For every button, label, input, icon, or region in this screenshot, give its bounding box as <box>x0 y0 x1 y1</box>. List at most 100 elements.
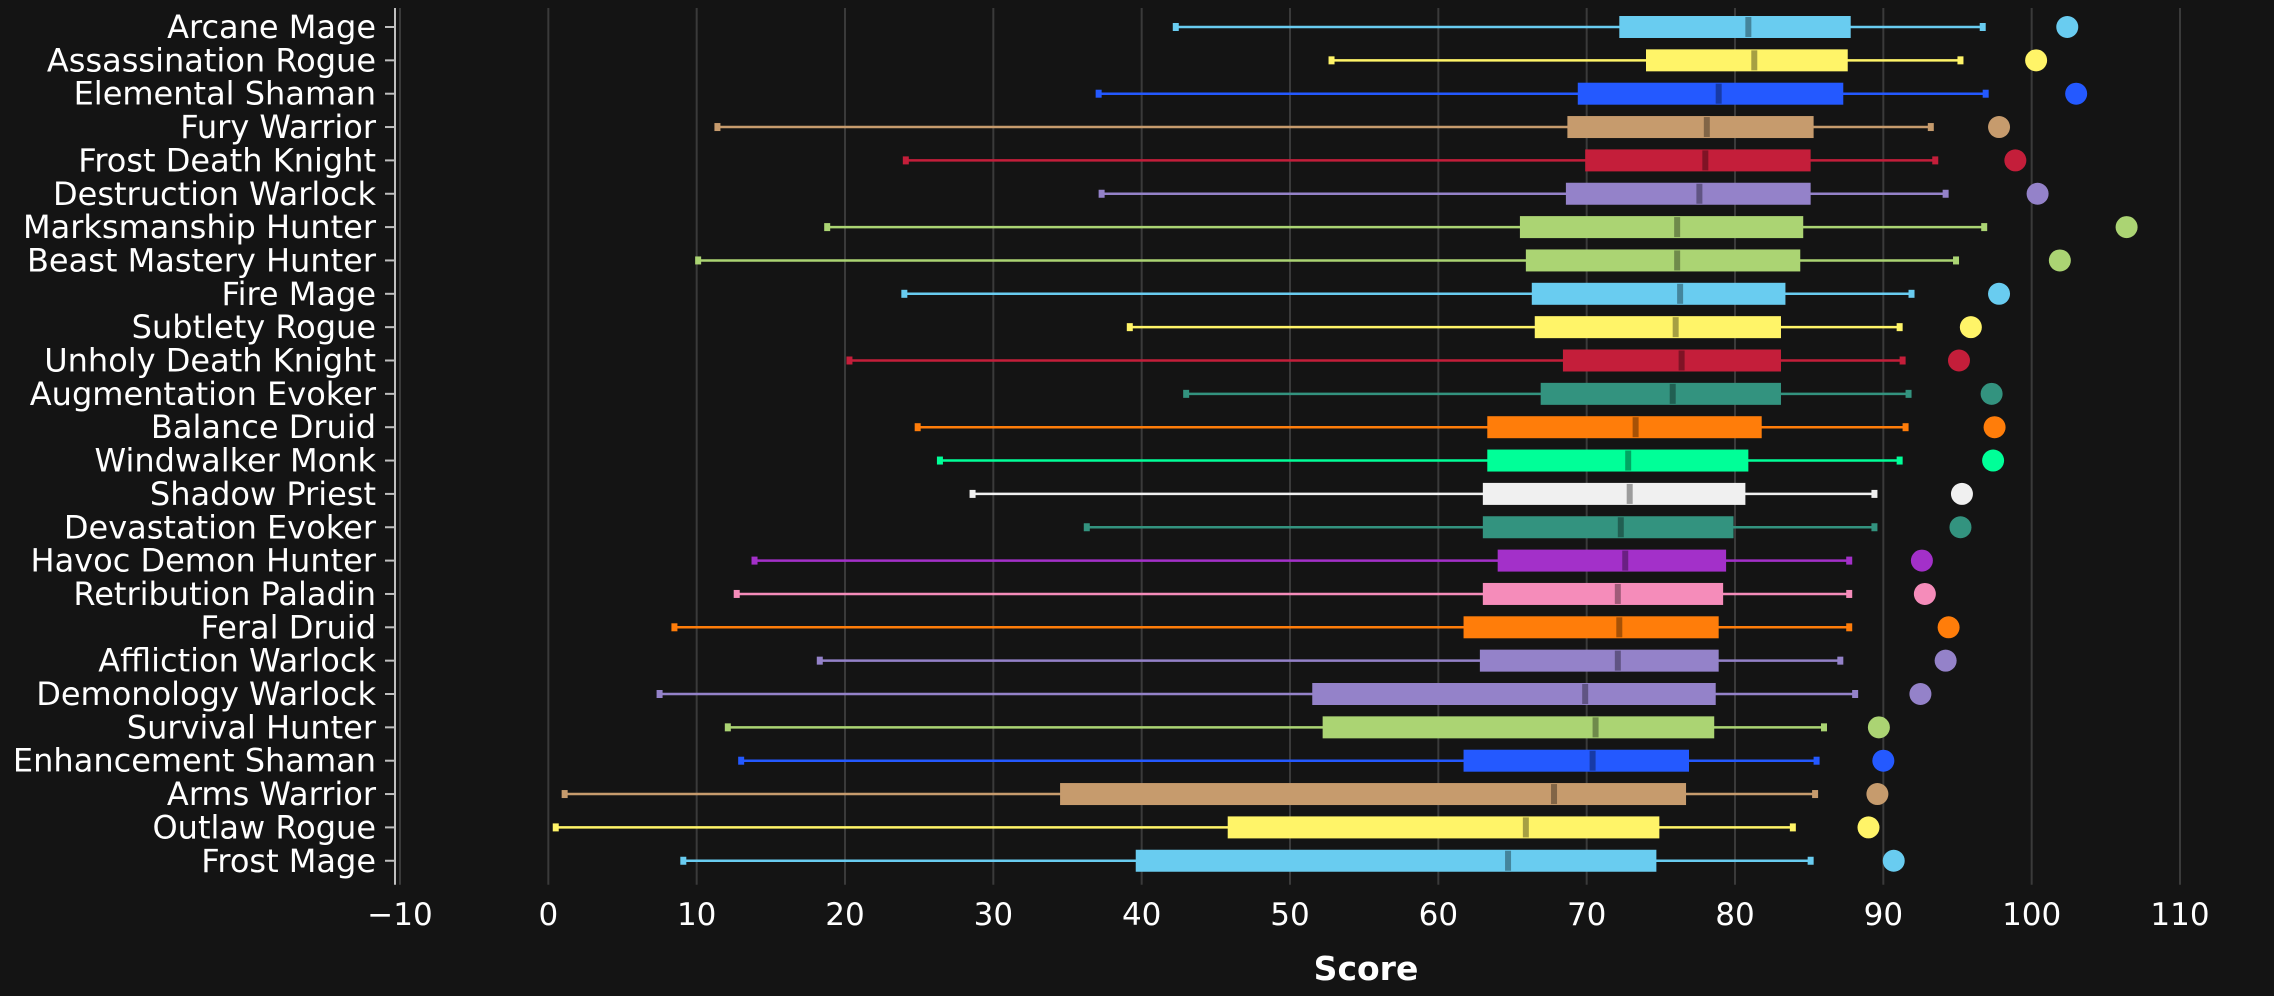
median-marker <box>1626 483 1633 504</box>
median-marker <box>1669 383 1676 404</box>
box-row <box>914 416 2006 439</box>
median-marker <box>1505 850 1512 871</box>
box-row <box>901 282 2011 305</box>
iqr-box <box>1060 783 1687 806</box>
whisker-min-cap <box>671 623 678 632</box>
iqr-box <box>1479 649 1719 672</box>
iqr-box <box>1463 616 1719 639</box>
category-label: Marksmanship Hunter <box>23 208 377 246</box>
median-marker <box>1632 417 1639 438</box>
x-tick-label: 10 <box>677 897 716 933</box>
iqr-box <box>1534 316 1781 339</box>
whisker-max-cap <box>1896 456 1903 465</box>
median-marker <box>1674 217 1681 238</box>
box-row <box>1098 182 2049 205</box>
whisker-min-cap <box>969 489 976 498</box>
iqr-box <box>1585 149 1811 172</box>
category-label: Enhancement Shaman <box>13 742 376 780</box>
top-score-dot <box>1857 816 1880 839</box>
whisker-max-cap <box>1813 756 1820 765</box>
median-marker <box>1614 583 1621 604</box>
whisker-max-cap <box>1902 423 1909 432</box>
whisker-max-cap <box>1899 356 1906 365</box>
category-label: Outlaw Rogue <box>152 808 376 846</box>
plot-rows <box>552 16 2138 872</box>
whisker-max-cap <box>1982 89 1989 98</box>
x-tick-label: 110 <box>2150 897 2209 933</box>
whisker-max-cap <box>1927 123 1934 132</box>
whisker-min-cap <box>914 423 921 432</box>
box-row <box>724 716 1890 739</box>
x-tick-label: 80 <box>1715 897 1754 933</box>
x-tick-label: −10 <box>367 897 432 933</box>
category-label: Retribution Paladin <box>73 575 376 613</box>
whisker-min-cap <box>1183 389 1190 398</box>
category-label: Windwalker Monk <box>95 442 377 480</box>
whisker-min-cap <box>1098 189 1105 198</box>
whisker-max-cap <box>1846 623 1853 632</box>
top-score-dot <box>1872 749 1895 772</box>
category-label: Arms Warrior <box>167 775 377 813</box>
box-row <box>816 649 1957 672</box>
category-label: Demonology Warlock <box>36 675 376 713</box>
x-axis-title: Score <box>1314 949 1419 988</box>
whisker-min-cap <box>936 456 943 465</box>
category-label: Subtlety Rogue <box>132 308 376 346</box>
whisker-min-cap <box>733 589 740 598</box>
whisker-min-cap <box>561 790 568 799</box>
median-marker <box>1622 550 1629 571</box>
whisker-min-cap <box>751 556 758 565</box>
top-score-dot <box>1909 683 1932 705</box>
category-label: Fury Warrior <box>180 108 377 146</box>
category-label: Assassination Rogue <box>47 41 376 79</box>
whisker-min-cap <box>816 656 823 665</box>
x-tick-label: 0 <box>538 897 558 933</box>
category-label: Unholy Death Knight <box>44 342 376 380</box>
top-score-dot <box>1866 783 1889 806</box>
top-score-dot <box>1983 416 2006 439</box>
top-score-dot <box>1959 316 1982 339</box>
iqr-box <box>1482 516 1734 539</box>
iqr-box <box>1463 749 1690 772</box>
x-tick-label: 20 <box>825 897 864 933</box>
top-score-dot <box>2025 49 2048 72</box>
x-tick-label: 40 <box>1122 897 1161 933</box>
whisker-max-cap <box>1871 489 1878 498</box>
whisker-max-cap <box>1979 23 1986 31</box>
box-row <box>846 349 1970 372</box>
top-score-dot <box>2056 16 2079 38</box>
x-axis: −10 0 10 20 30 40 50 60 70 80 90 100 110 <box>367 897 2209 933</box>
box-row <box>1328 49 2048 72</box>
median-marker <box>1551 784 1558 805</box>
whisker-min-cap <box>1172 23 1179 31</box>
iqr-box <box>1227 816 1660 839</box>
box-row <box>936 449 2005 472</box>
top-score-dot <box>1950 482 1973 505</box>
category-label: Feral Druid <box>201 608 376 646</box>
whisker-max-cap <box>1905 389 1912 398</box>
iqr-box <box>1540 382 1781 405</box>
top-score-dot <box>1980 382 2003 405</box>
box-row <box>561 783 1889 806</box>
iqr-box <box>1135 849 1657 872</box>
iqr-box <box>1497 549 1727 572</box>
category-label: Beast Mastery Hunter <box>27 241 377 279</box>
median-marker <box>1589 750 1596 771</box>
box-row <box>1126 316 1982 339</box>
top-score-dot <box>1882 849 1905 872</box>
median-marker <box>1696 183 1703 204</box>
whisker-min-cap <box>1095 89 1102 98</box>
x-tick-label: 60 <box>1419 897 1458 933</box>
whisker-max-cap <box>1957 56 1964 65</box>
whisker-max-cap <box>1846 589 1853 598</box>
whisker-min-cap <box>824 223 831 232</box>
iqr-box <box>1525 249 1801 272</box>
box-row <box>1172 16 2079 38</box>
box-row <box>552 816 1880 839</box>
category-label: Shadow Priest <box>150 475 376 513</box>
category-label: Frost Mage <box>201 842 376 880</box>
iqr-box <box>1646 49 1848 72</box>
box-row <box>738 749 1895 772</box>
iqr-box <box>1567 116 1814 139</box>
